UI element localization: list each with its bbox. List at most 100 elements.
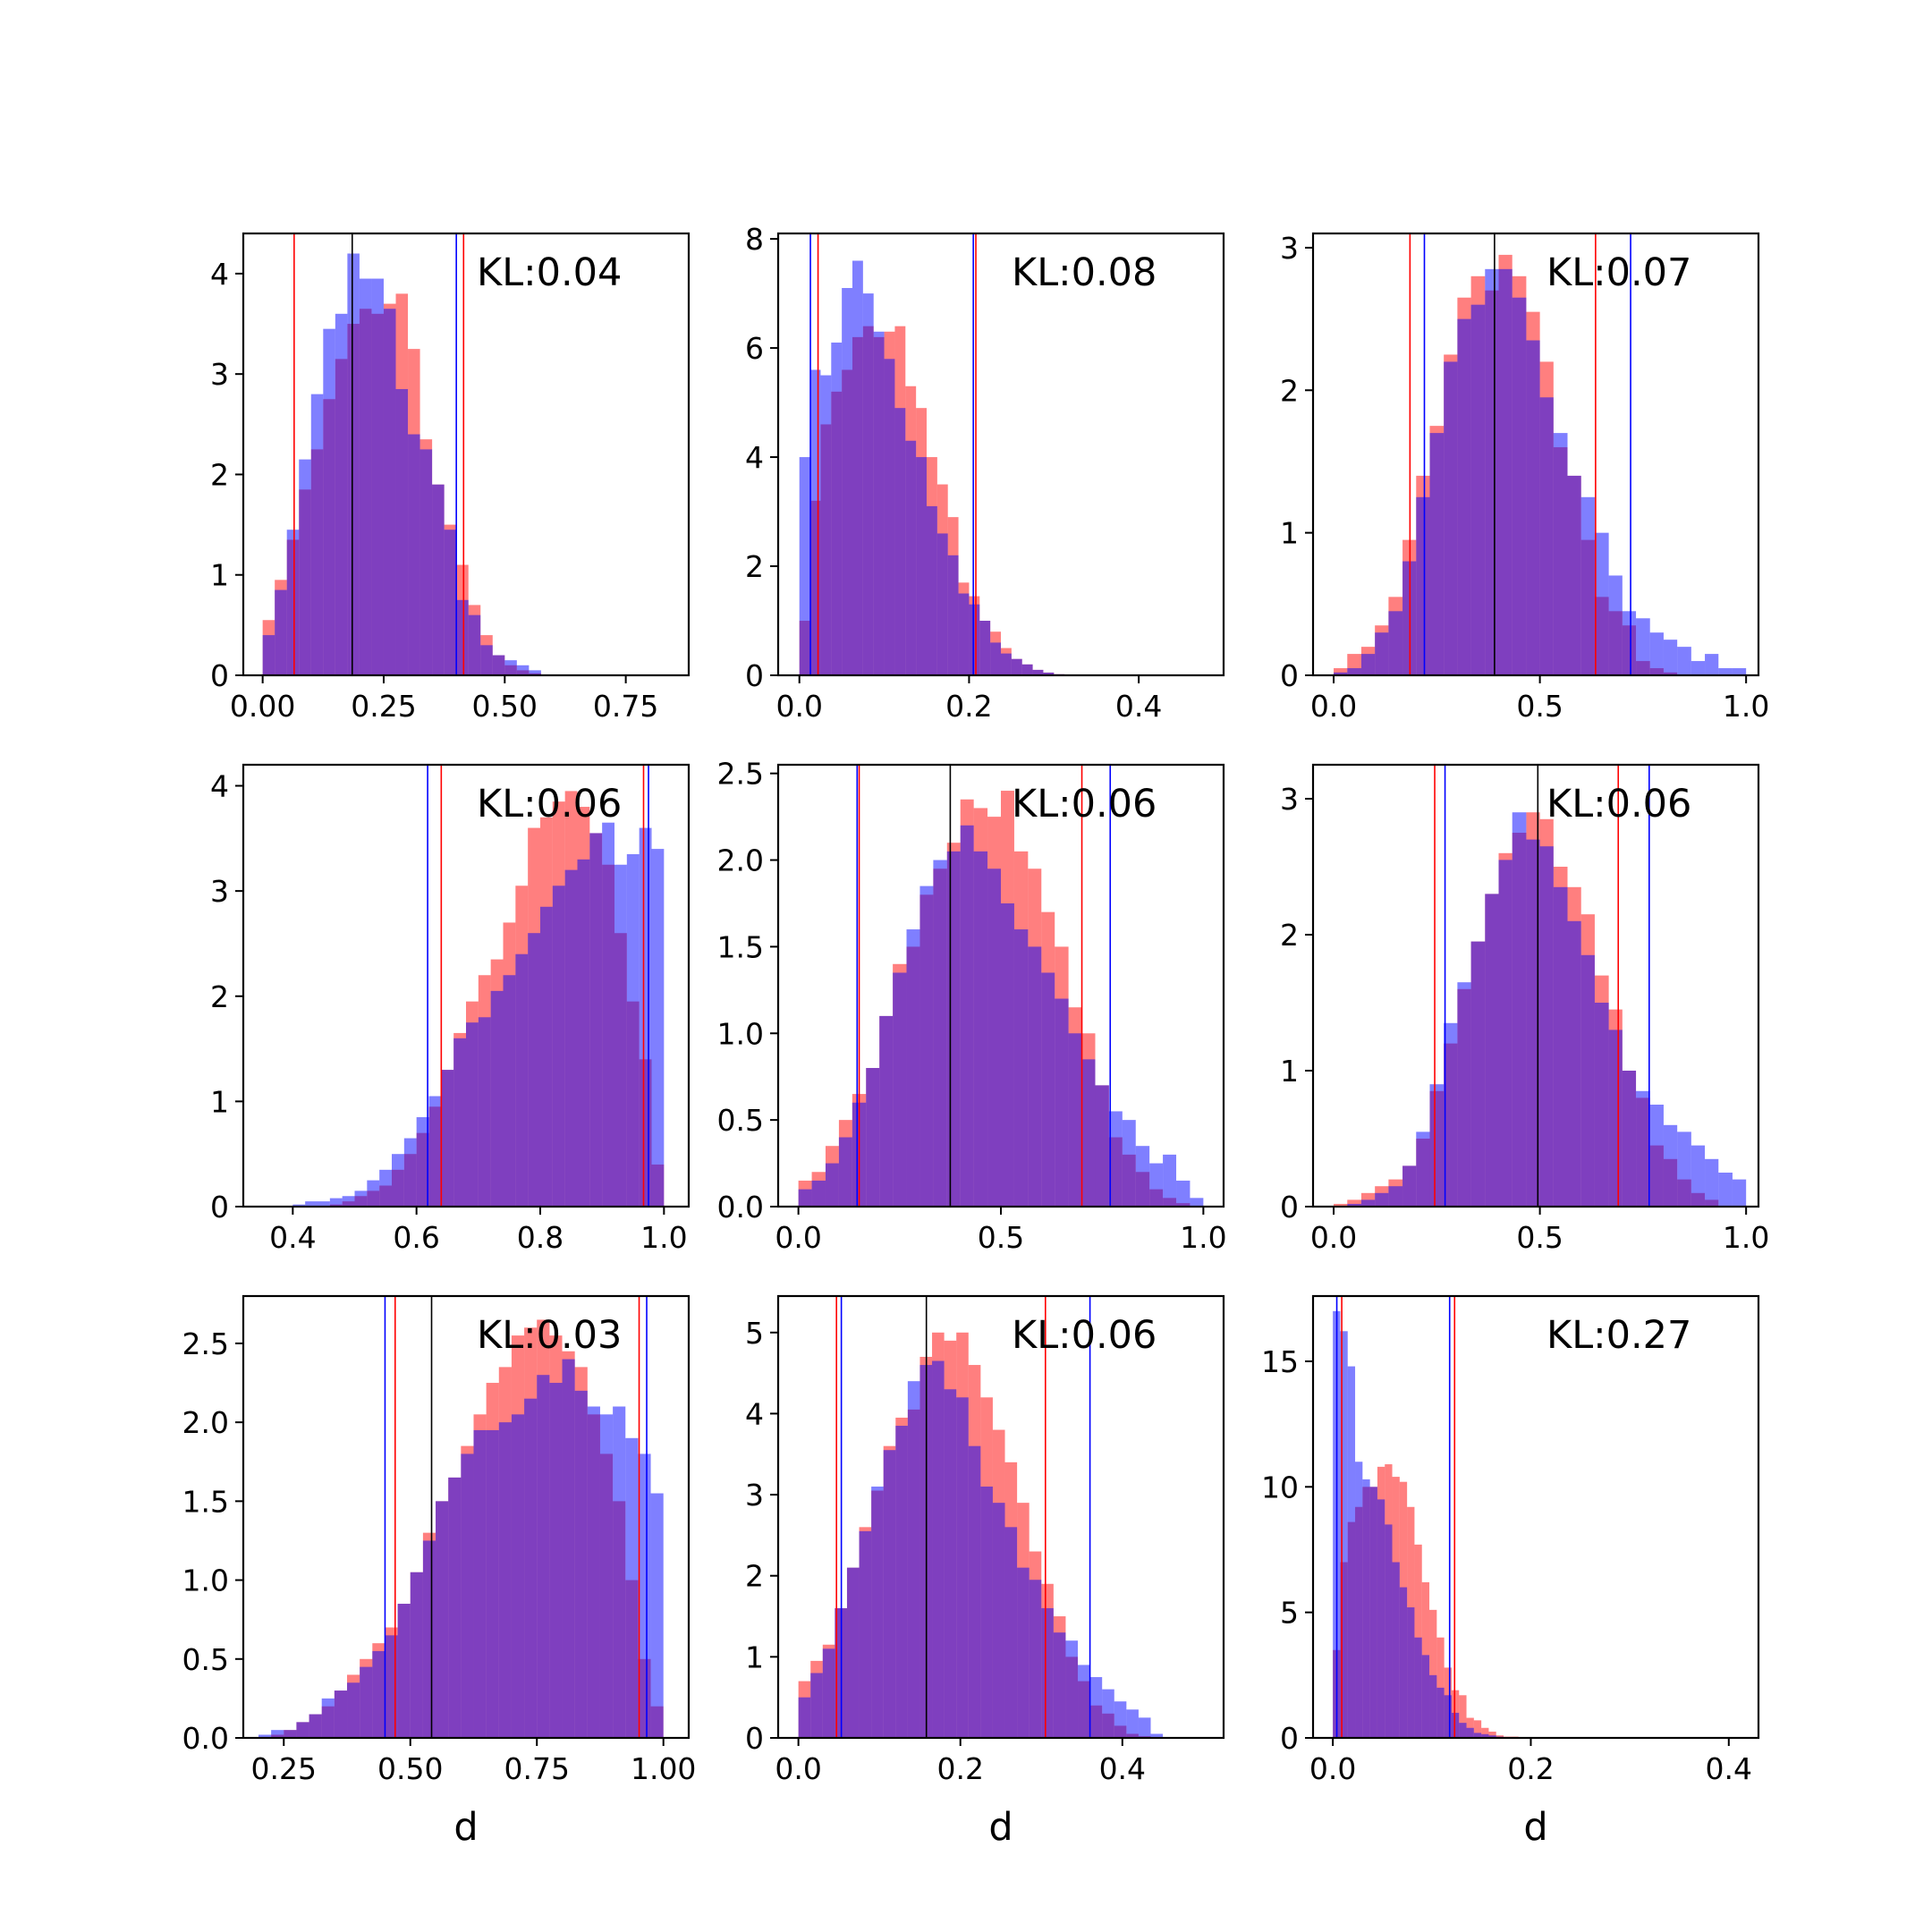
histogram-bar	[1663, 1124, 1678, 1207]
x-tick-label: 0.0	[1310, 1220, 1357, 1255]
subplot-4: 0.4 0.6 0.8 1.0 0 1 2 3 4 KL:0.06	[210, 763, 691, 1255]
plot-area	[798, 1296, 1164, 1738]
histogram-bar	[466, 1022, 479, 1207]
histogram-bar	[1065, 1640, 1079, 1738]
histogram-bar	[1470, 304, 1486, 675]
histogram-bar	[1347, 1203, 1361, 1207]
y-tick-label: 1	[210, 1084, 229, 1119]
histogram-bar	[262, 635, 275, 675]
histogram-bar	[1481, 1733, 1489, 1738]
histogram-bar	[873, 331, 885, 675]
histogram-bar	[309, 1714, 322, 1738]
histogram-bar	[335, 313, 348, 675]
histogram-bar	[1485, 894, 1499, 1207]
histogram-bar	[906, 929, 920, 1207]
y-tick-label: 6	[745, 331, 764, 366]
histogram-bar	[1126, 1709, 1139, 1738]
histogram-bar	[1108, 1111, 1123, 1207]
histogram-bar	[809, 369, 821, 675]
histogram-bar	[587, 1406, 600, 1738]
histogram-bar	[1677, 647, 1691, 675]
y-tick-label: 1	[210, 558, 229, 593]
kl-annotation: KL:0.07	[1546, 250, 1691, 295]
subplot-8: 0.0 0.2 0.4 0 1 2 3 4 5 KL:0.06 d	[745, 1294, 1225, 1850]
histogram-bar	[933, 860, 947, 1207]
histogram-bar	[990, 642, 1001, 675]
histogram-bar	[1377, 1499, 1385, 1738]
histogram-bar	[1055, 998, 1069, 1207]
histogram-bar	[1498, 268, 1513, 675]
histogram-bar	[798, 1697, 811, 1738]
histogram-bar	[1081, 1059, 1096, 1207]
x-tick-label: 0.5	[1516, 689, 1563, 724]
histogram-bar	[480, 645, 493, 675]
histogram-bar	[1041, 1607, 1054, 1738]
histogram-bar	[516, 665, 530, 675]
histogram-bar	[456, 599, 469, 675]
histogram-bar	[1512, 812, 1527, 1207]
histogram-bar	[1732, 668, 1747, 675]
histogram-bar	[1407, 1607, 1415, 1738]
histogram-bar	[1375, 1192, 1389, 1207]
histogram-bar	[416, 1117, 429, 1207]
histogram-bar	[1457, 318, 1471, 675]
histogram-bar	[271, 1730, 284, 1738]
y-tick-label: 0	[1280, 658, 1299, 693]
histogram-bar	[1444, 361, 1458, 675]
histogram-bar	[1362, 1479, 1370, 1738]
histogram-bar	[371, 278, 384, 675]
histogram-bar	[916, 457, 927, 675]
x-tick-label: 0.00	[230, 689, 295, 724]
histogram-bar	[1567, 475, 1581, 675]
histogram-bar	[862, 293, 874, 675]
histogram-bar	[577, 859, 590, 1207]
histogram-bar	[515, 953, 529, 1207]
histogram-bar	[599, 1414, 614, 1738]
histogram-bar	[1114, 1701, 1127, 1738]
y-tick-label: 2	[210, 457, 229, 492]
histogram-bar	[1399, 1587, 1408, 1738]
histogram-bar	[347, 1682, 360, 1738]
histogram-bar	[1481, 1727, 1489, 1738]
histogram-bar	[395, 389, 409, 675]
histogram-bar	[1636, 618, 1650, 675]
histogram-bar	[1360, 654, 1376, 675]
histogram-bar	[639, 827, 652, 1207]
histogram-bar	[321, 1698, 335, 1738]
histogram-bar	[1011, 658, 1022, 675]
axes-frame	[1311, 1294, 1760, 1740]
subplot-5: 0.0 0.5 1.0 0.0 0.5 1.0 1.5 2.0 2.5 KL:0.06	[717, 757, 1227, 1255]
plot-area	[1334, 233, 1747, 675]
histogram-bar	[798, 1189, 812, 1207]
histogram-bar	[1622, 1071, 1637, 1207]
kl-annotation: KL:0.06	[1012, 782, 1157, 826]
y-tick-label: 4	[745, 440, 764, 475]
histogram-bar	[473, 1429, 487, 1738]
axes-frame	[242, 763, 691, 1208]
y-tick-label: 4	[210, 257, 229, 292]
histogram-bar	[894, 408, 906, 675]
histogram-bar	[323, 328, 335, 675]
histogram-bar	[461, 1453, 474, 1738]
histogram-series-2	[292, 822, 665, 1207]
x-tick-label: 0.4	[1706, 1751, 1752, 1786]
histogram-bar	[1429, 433, 1445, 675]
histogram-bar	[562, 1359, 575, 1738]
histogram-bar	[490, 990, 504, 1207]
histogram-bar	[1360, 1199, 1376, 1207]
histogram-bar	[1457, 982, 1471, 1207]
histogram-bar	[799, 457, 810, 675]
x-tick-label: 1.0	[1180, 1220, 1226, 1255]
y-tick-label: 0	[210, 1190, 229, 1224]
y-tick-label: 0	[745, 1721, 764, 1756]
x-tick-label: 0.4	[1099, 1751, 1146, 1786]
x-tick-label: 0.25	[251, 1751, 317, 1786]
x-tick-label: 0.8	[517, 1220, 564, 1255]
histogram-bar	[866, 1068, 880, 1207]
x-tick-label: 0.2	[945, 689, 992, 724]
histogram-bar	[1414, 1637, 1422, 1738]
histogram-bar	[284, 1730, 297, 1738]
y-tick-label: 0.5	[717, 1103, 764, 1138]
axes-frame	[242, 232, 691, 677]
histogram-bar	[613, 1406, 626, 1738]
